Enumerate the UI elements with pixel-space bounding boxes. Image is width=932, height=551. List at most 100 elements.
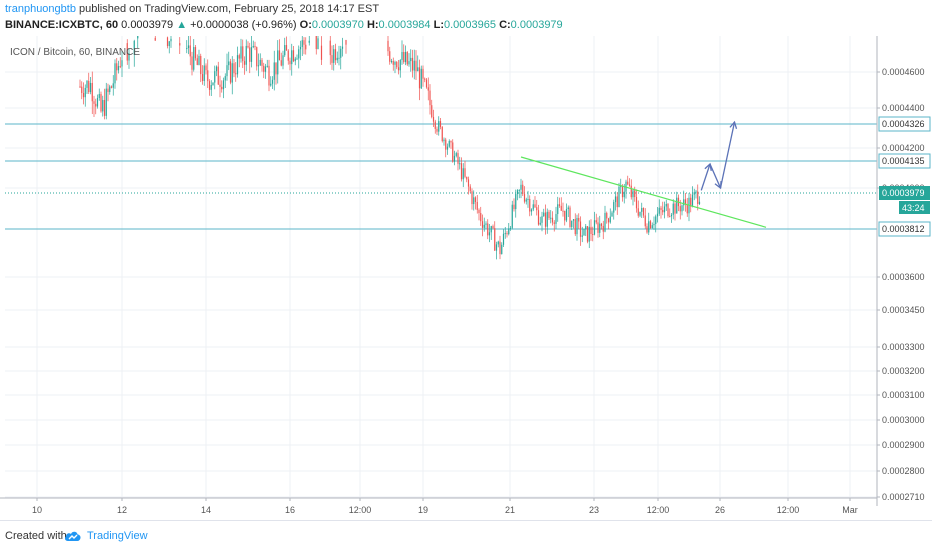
candle-body-212	[450, 140, 452, 143]
candle-body-70	[201, 74, 204, 82]
candle-body-98	[250, 47, 253, 62]
candle-body-23	[119, 66, 121, 68]
last-price-label: 0.0003979	[882, 188, 925, 198]
candle-body-64	[191, 56, 193, 70]
candle-body-19	[112, 83, 114, 88]
candle-body-262	[537, 210, 540, 225]
candle-body-354	[698, 201, 701, 204]
projection-arrow-2[interactable]	[719, 121, 736, 189]
candle-body-231	[483, 224, 485, 228]
candle-body-8	[93, 101, 95, 104]
price-tick-label-10: 0.0002900	[882, 440, 925, 450]
candle-body-43	[154, 37, 156, 41]
author-link[interactable]: tranphuongbtb	[5, 3, 76, 15]
up-triangle-icon: ▲	[176, 19, 188, 31]
candle-body-124	[296, 58, 298, 60]
chart-title: ICON / Bitcoin, 60, BINANCE	[10, 47, 140, 58]
candle-body-294	[593, 220, 596, 235]
candle-body-330	[656, 213, 659, 217]
candle-body-69	[200, 55, 202, 75]
candle-body-333	[662, 209, 664, 213]
candle-body-213	[452, 142, 454, 162]
candle-body-93	[242, 46, 244, 62]
candle-body-120	[289, 60, 291, 65]
candle-body-106	[264, 66, 267, 72]
candle-body-15	[105, 88, 107, 116]
candle-body-240	[499, 241, 501, 255]
candle-body-278	[565, 209, 568, 221]
candle-body-107	[266, 65, 268, 67]
candle-body-196	[422, 68, 424, 79]
candle-body-1	[81, 86, 83, 94]
projection-arrow-1[interactable]	[709, 163, 722, 189]
candle-body-176	[387, 40, 389, 52]
candle-body-84	[226, 65, 228, 77]
candle-body-218	[460, 163, 463, 180]
candle-body-152	[345, 39, 347, 45]
candle-body-234	[488, 232, 491, 236]
candle-body-261	[536, 207, 538, 211]
candle-body-83	[224, 76, 226, 81]
candle-body-5	[88, 80, 90, 93]
candle-body-119	[287, 50, 289, 61]
candle-body-264	[541, 216, 543, 223]
candle-body-67	[196, 58, 198, 65]
trendline[interactable]	[520, 156, 767, 228]
last-price: 0.0003979	[121, 19, 174, 31]
candle-body-319	[637, 208, 639, 216]
candle-body-217	[459, 163, 461, 165]
candle-body-252	[520, 184, 522, 190]
candle-body-149	[340, 48, 342, 58]
candle-body-305	[613, 202, 615, 213]
candle-body-115	[280, 60, 282, 66]
candle-body-299	[602, 225, 604, 232]
candle-body-296	[597, 222, 599, 233]
candle-body-283	[574, 219, 576, 235]
candle-body-82	[222, 80, 225, 90]
tradingview-brand[interactable]: TradingView	[87, 530, 148, 542]
candle-body-289	[585, 226, 587, 230]
candle-body-229	[480, 213, 482, 222]
candle-body-150	[341, 46, 344, 49]
candle-body-245	[508, 228, 510, 235]
time-tick-label-7: 23	[589, 505, 599, 515]
candle-body-24	[121, 60, 123, 67]
candle-body-321	[641, 207, 643, 212]
candle-body-315	[630, 185, 632, 198]
close-label: C:	[499, 19, 511, 31]
candle-body-91	[238, 55, 240, 59]
candle-body-181	[396, 61, 398, 68]
candle-body-201	[431, 105, 433, 117]
candle-body-14	[103, 100, 106, 116]
time-tick-label-5: 19	[418, 505, 428, 515]
publish-info: tranphuongbtb published on TradingView.c…	[5, 3, 379, 15]
candle-body-204	[436, 128, 438, 132]
candle-body-77	[214, 71, 216, 83]
candle-body-300	[604, 212, 606, 232]
candle-body-271	[553, 222, 555, 224]
time-axis[interactable]: 10 12 14 16 12:00 19 21 23 12:00 26 12:00 Mar	[0, 497, 877, 515]
projection-arrow-0[interactable]	[700, 163, 711, 191]
candle-body-194	[418, 67, 421, 89]
price-tick-label-1: 0.0004400	[882, 103, 925, 113]
candle-body-18	[110, 86, 113, 88]
candle-body-276	[562, 210, 564, 212]
candle-body-180	[394, 61, 396, 65]
price-axis[interactable]: 0.00046000.00044000.00042000.00040000.00…	[876, 36, 932, 520]
time-tick-label-3: 16	[285, 505, 295, 515]
candle-body-185	[403, 52, 405, 63]
candle-body-232	[485, 223, 487, 225]
candle-body-28	[128, 53, 130, 61]
drawings	[520, 120, 767, 228]
price-tick-label-5: 0.0003450	[882, 305, 925, 315]
price-chart[interactable]: 0.00046000.00044000.00042000.00040000.00…	[0, 36, 932, 520]
candle-body-343	[679, 206, 681, 212]
candle-body-246	[509, 227, 512, 229]
candle-body-341	[676, 197, 678, 214]
candle-body-16	[107, 88, 109, 93]
candle-body-209	[445, 139, 447, 150]
candle-body-71	[203, 65, 205, 82]
candle-body-353	[697, 191, 699, 204]
candle-body-247	[511, 204, 513, 228]
candle-body-52	[170, 38, 172, 42]
